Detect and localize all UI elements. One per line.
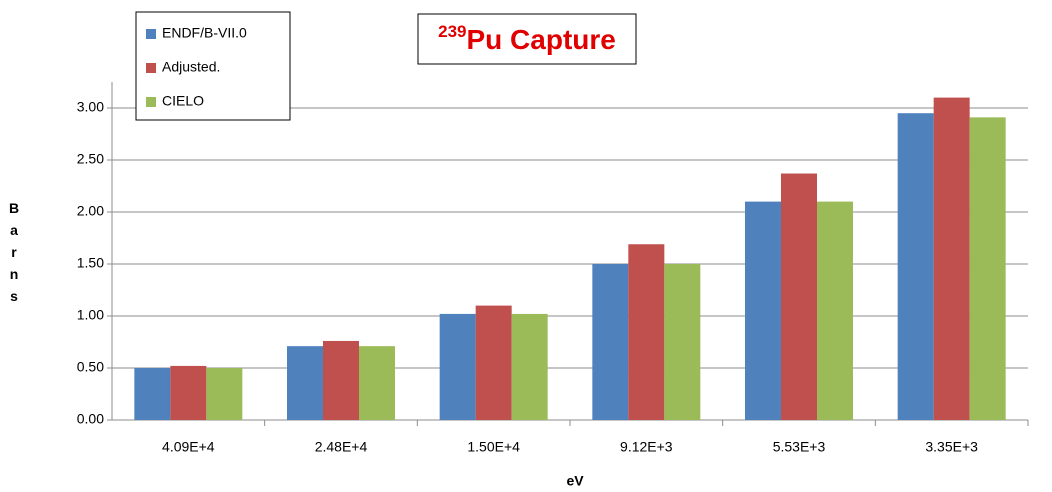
bar: [287, 346, 323, 420]
bar: [897, 113, 934, 420]
title-prefix: 239: [438, 22, 466, 41]
x-tick-label: 4.09E+4: [162, 439, 215, 455]
y-tick-label: 3.00: [77, 99, 104, 115]
y-tick-label: 1.00: [77, 307, 104, 323]
x-tick-label: 3.35E+3: [925, 439, 978, 455]
legend-swatch: [146, 97, 156, 107]
bar: [781, 173, 817, 420]
bar: [323, 340, 359, 420]
y-tick-label: 1.50: [77, 255, 104, 271]
y-axis-label: Barns: [6, 200, 22, 310]
bar: [359, 346, 395, 420]
bar: [475, 305, 512, 420]
bar: [664, 264, 701, 420]
legend-swatch: [146, 63, 156, 73]
title-box: [417, 13, 637, 65]
x-tick-label: 2.48E+4: [315, 439, 368, 455]
y-tick-label: 2.00: [77, 203, 104, 219]
bar: [439, 313, 476, 420]
bar: [134, 368, 171, 420]
x-tick-label: 5.53E+3: [773, 439, 826, 455]
legend-swatch: [146, 29, 156, 39]
legend-label: ENDF/B-VII.0: [162, 25, 247, 41]
y-tick-label: 0.00: [77, 411, 104, 427]
x-tick-label: 1.50E+4: [467, 439, 520, 455]
y-tick-label: 2.50: [77, 151, 104, 167]
x-axis-label: eV: [566, 473, 584, 489]
legend-label: CIELO: [162, 93, 204, 109]
x-tick-label: 9.12E+3: [620, 439, 673, 455]
bar: [969, 117, 1006, 421]
legend-label: Adjusted.: [162, 59, 220, 75]
title-text: Pu Capture: [467, 24, 616, 55]
bar: [817, 201, 853, 420]
bar: [206, 368, 243, 420]
legend-box: [135, 11, 291, 121]
y-tick-label: 0.50: [77, 359, 104, 375]
bar: [745, 201, 781, 420]
bar: [511, 313, 548, 420]
bar: [933, 97, 970, 420]
bar: [628, 244, 665, 420]
chart-title: 239Pu Capture: [438, 22, 616, 55]
bar: [170, 365, 207, 420]
bar: [592, 264, 629, 420]
